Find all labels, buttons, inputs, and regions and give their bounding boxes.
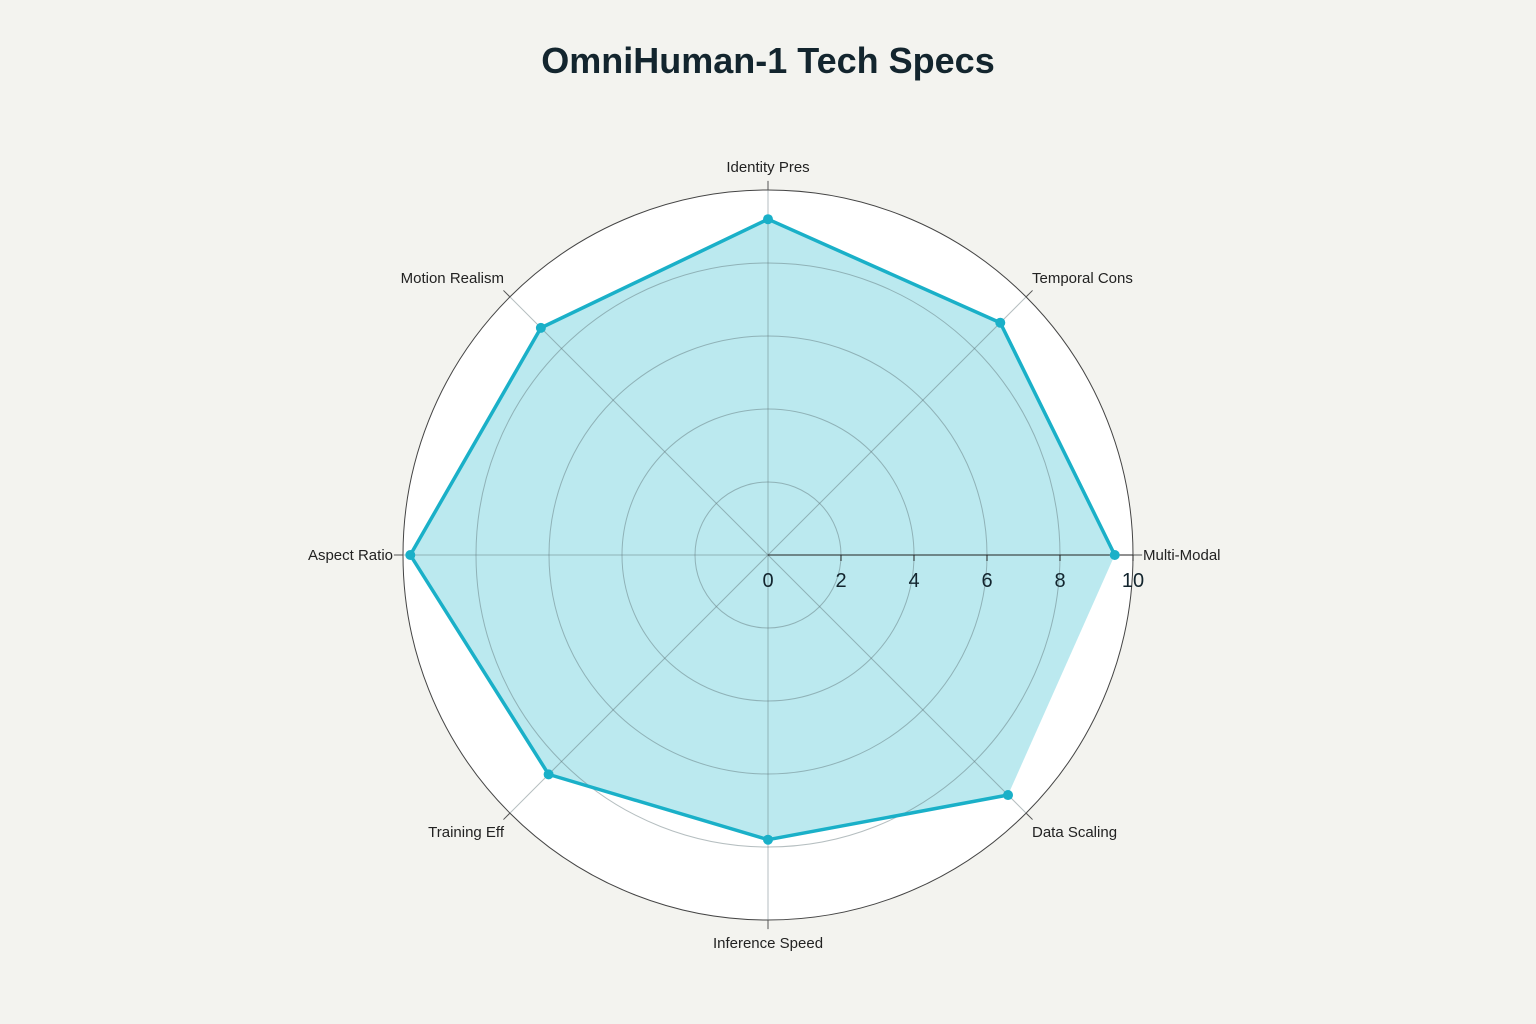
axis-label: Identity Pres xyxy=(726,159,809,176)
axis-label: Aspect Ratio xyxy=(308,547,393,564)
data-point-data-scaling xyxy=(1003,790,1014,801)
radial-tick-label: 6 xyxy=(981,570,992,592)
spoke-7 xyxy=(767,554,1027,814)
radial-tick-label: 4 xyxy=(908,570,919,592)
data-point-multi-modal xyxy=(1109,550,1120,560)
series-fill xyxy=(410,219,1115,840)
spoke-1 xyxy=(767,296,1027,556)
data-point-training-eff xyxy=(543,769,554,780)
axis-label: Training Eff xyxy=(428,824,505,841)
data-point-aspect-ratio xyxy=(405,550,416,560)
spoke-tick-7 xyxy=(1025,812,1033,820)
axis-label: Temporal Cons xyxy=(1032,270,1133,287)
spoke-3 xyxy=(509,296,769,556)
axis-label: Data Scaling xyxy=(1032,824,1117,841)
data-point-motion-realism xyxy=(535,322,546,333)
radial-tick-label: 10 xyxy=(1122,570,1144,592)
radial-tick-label: 2 xyxy=(835,570,846,592)
spoke-tick-1 xyxy=(1025,290,1033,298)
axis-label: Inference Speed xyxy=(713,935,823,952)
radial-tick-label: 0 xyxy=(762,570,773,592)
series-line xyxy=(408,217,1117,842)
data-point-temporal-cons xyxy=(995,317,1006,328)
spoke-5 xyxy=(509,554,769,814)
radial-tick-label: 8 xyxy=(1054,570,1065,592)
data-point-inference-speed xyxy=(763,834,773,845)
spoke-tick-3 xyxy=(503,290,511,298)
spoke-tick-5 xyxy=(503,812,511,820)
axis-label: Motion Realism xyxy=(401,270,504,287)
chart-title: OmniHuman-1 Tech Specs xyxy=(541,40,995,81)
axis-label: Multi-Modal xyxy=(1143,547,1221,564)
data-point-identity-pres xyxy=(763,214,773,225)
